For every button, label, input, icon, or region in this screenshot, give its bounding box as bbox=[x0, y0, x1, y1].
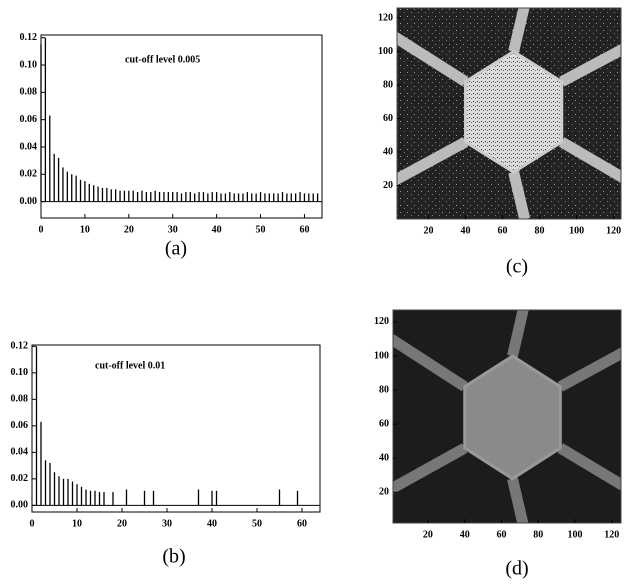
x-tick-label: 100 bbox=[569, 225, 584, 236]
x-tick-label: 0 bbox=[39, 224, 44, 235]
y-tick-label: 0.12 bbox=[11, 341, 29, 352]
y-tick-label: 0.00 bbox=[20, 196, 38, 207]
x-tick-label: 40 bbox=[460, 225, 470, 236]
arm bbox=[508, 8, 530, 53]
image bbox=[396, 7, 622, 220]
x-tick-label: 80 bbox=[535, 225, 545, 236]
x-tick-label: 30 bbox=[168, 224, 178, 235]
x-tick-label: 50 bbox=[252, 518, 262, 529]
x-tick-label: 40 bbox=[212, 224, 222, 235]
y-tick-label: 20 bbox=[383, 180, 393, 191]
arm bbox=[397, 31, 469, 87]
panel-label: (a) bbox=[165, 238, 187, 260]
x-tick-label: 40 bbox=[460, 529, 470, 540]
y-tick-label: 60 bbox=[383, 113, 393, 124]
y-tick-label: 0.02 bbox=[20, 169, 38, 180]
arm bbox=[393, 443, 468, 494]
y-tick-label: 20 bbox=[379, 487, 389, 498]
y-tick-label: 0.10 bbox=[11, 367, 29, 378]
x-tick-label: 20 bbox=[423, 225, 433, 236]
x-tick-label: 20 bbox=[423, 529, 433, 540]
x-tick-label: 40 bbox=[207, 518, 217, 529]
arm bbox=[557, 347, 621, 392]
plot-frame bbox=[31, 344, 321, 513]
x-tick-label: 50 bbox=[256, 224, 266, 235]
x-tick-label: 80 bbox=[533, 529, 543, 540]
y-tick-label: 80 bbox=[379, 384, 389, 395]
y-tick-label: 60 bbox=[379, 418, 389, 429]
y-tick-label: 0.10 bbox=[20, 59, 38, 70]
arm bbox=[393, 334, 468, 392]
y-tick-label: 100 bbox=[374, 350, 389, 361]
panel-label: (c) bbox=[506, 256, 528, 278]
image-frame bbox=[392, 309, 622, 524]
y-tick-label: 0.08 bbox=[11, 394, 29, 405]
x-tick-label: 120 bbox=[606, 225, 621, 236]
panel-label: (b) bbox=[162, 546, 185, 568]
arm bbox=[559, 43, 621, 87]
y-tick-label: 0.02 bbox=[11, 473, 29, 484]
arm bbox=[507, 310, 529, 358]
panel-label: (d) bbox=[505, 558, 528, 580]
x-tick-label: 100 bbox=[568, 529, 583, 540]
hexagon bbox=[463, 354, 562, 481]
arm bbox=[557, 443, 621, 491]
image bbox=[392, 309, 622, 524]
x-tick-label: 30 bbox=[162, 518, 172, 529]
x-tick-label: 20 bbox=[124, 224, 134, 235]
y-tick-label: 0.06 bbox=[11, 420, 29, 431]
y-tick-label: 40 bbox=[383, 146, 393, 157]
x-tick-label: 120 bbox=[604, 529, 619, 540]
image-shapes bbox=[397, 8, 621, 219]
hexagon bbox=[463, 49, 564, 174]
x-tick-label: 20 bbox=[117, 518, 127, 529]
x-tick-label: 0 bbox=[30, 518, 35, 529]
annotation: cut-off level 0.005 bbox=[125, 54, 200, 65]
y-tick-label: 0.04 bbox=[20, 141, 38, 152]
y-tick-label: 40 bbox=[379, 453, 389, 464]
arm bbox=[508, 170, 531, 219]
x-tick-label: 60 bbox=[496, 529, 506, 540]
x-tick-label: 60 bbox=[498, 225, 508, 236]
x-tick-label: 10 bbox=[72, 518, 82, 529]
arm bbox=[507, 477, 529, 523]
y-tick-label: 120 bbox=[378, 12, 393, 23]
y-tick-label: 0.08 bbox=[20, 87, 38, 98]
arm bbox=[558, 137, 621, 184]
annotation: cut-off level 0.01 bbox=[95, 360, 165, 371]
x-tick-label: 60 bbox=[297, 518, 307, 529]
x-tick-label: 10 bbox=[80, 224, 90, 235]
y-tick-label: 120 bbox=[374, 316, 389, 327]
image-frame bbox=[396, 7, 622, 220]
arm bbox=[397, 137, 469, 186]
y-tick-label: 0.00 bbox=[11, 500, 29, 511]
y-tick-label: 0.04 bbox=[11, 447, 29, 458]
y-tick-label: 0.06 bbox=[20, 114, 38, 125]
image-shapes bbox=[393, 310, 621, 523]
y-tick-label: 80 bbox=[383, 79, 393, 90]
x-tick-label: 60 bbox=[299, 224, 309, 235]
y-tick-label: 0.12 bbox=[20, 32, 38, 43]
y-tick-label: 100 bbox=[378, 46, 393, 57]
